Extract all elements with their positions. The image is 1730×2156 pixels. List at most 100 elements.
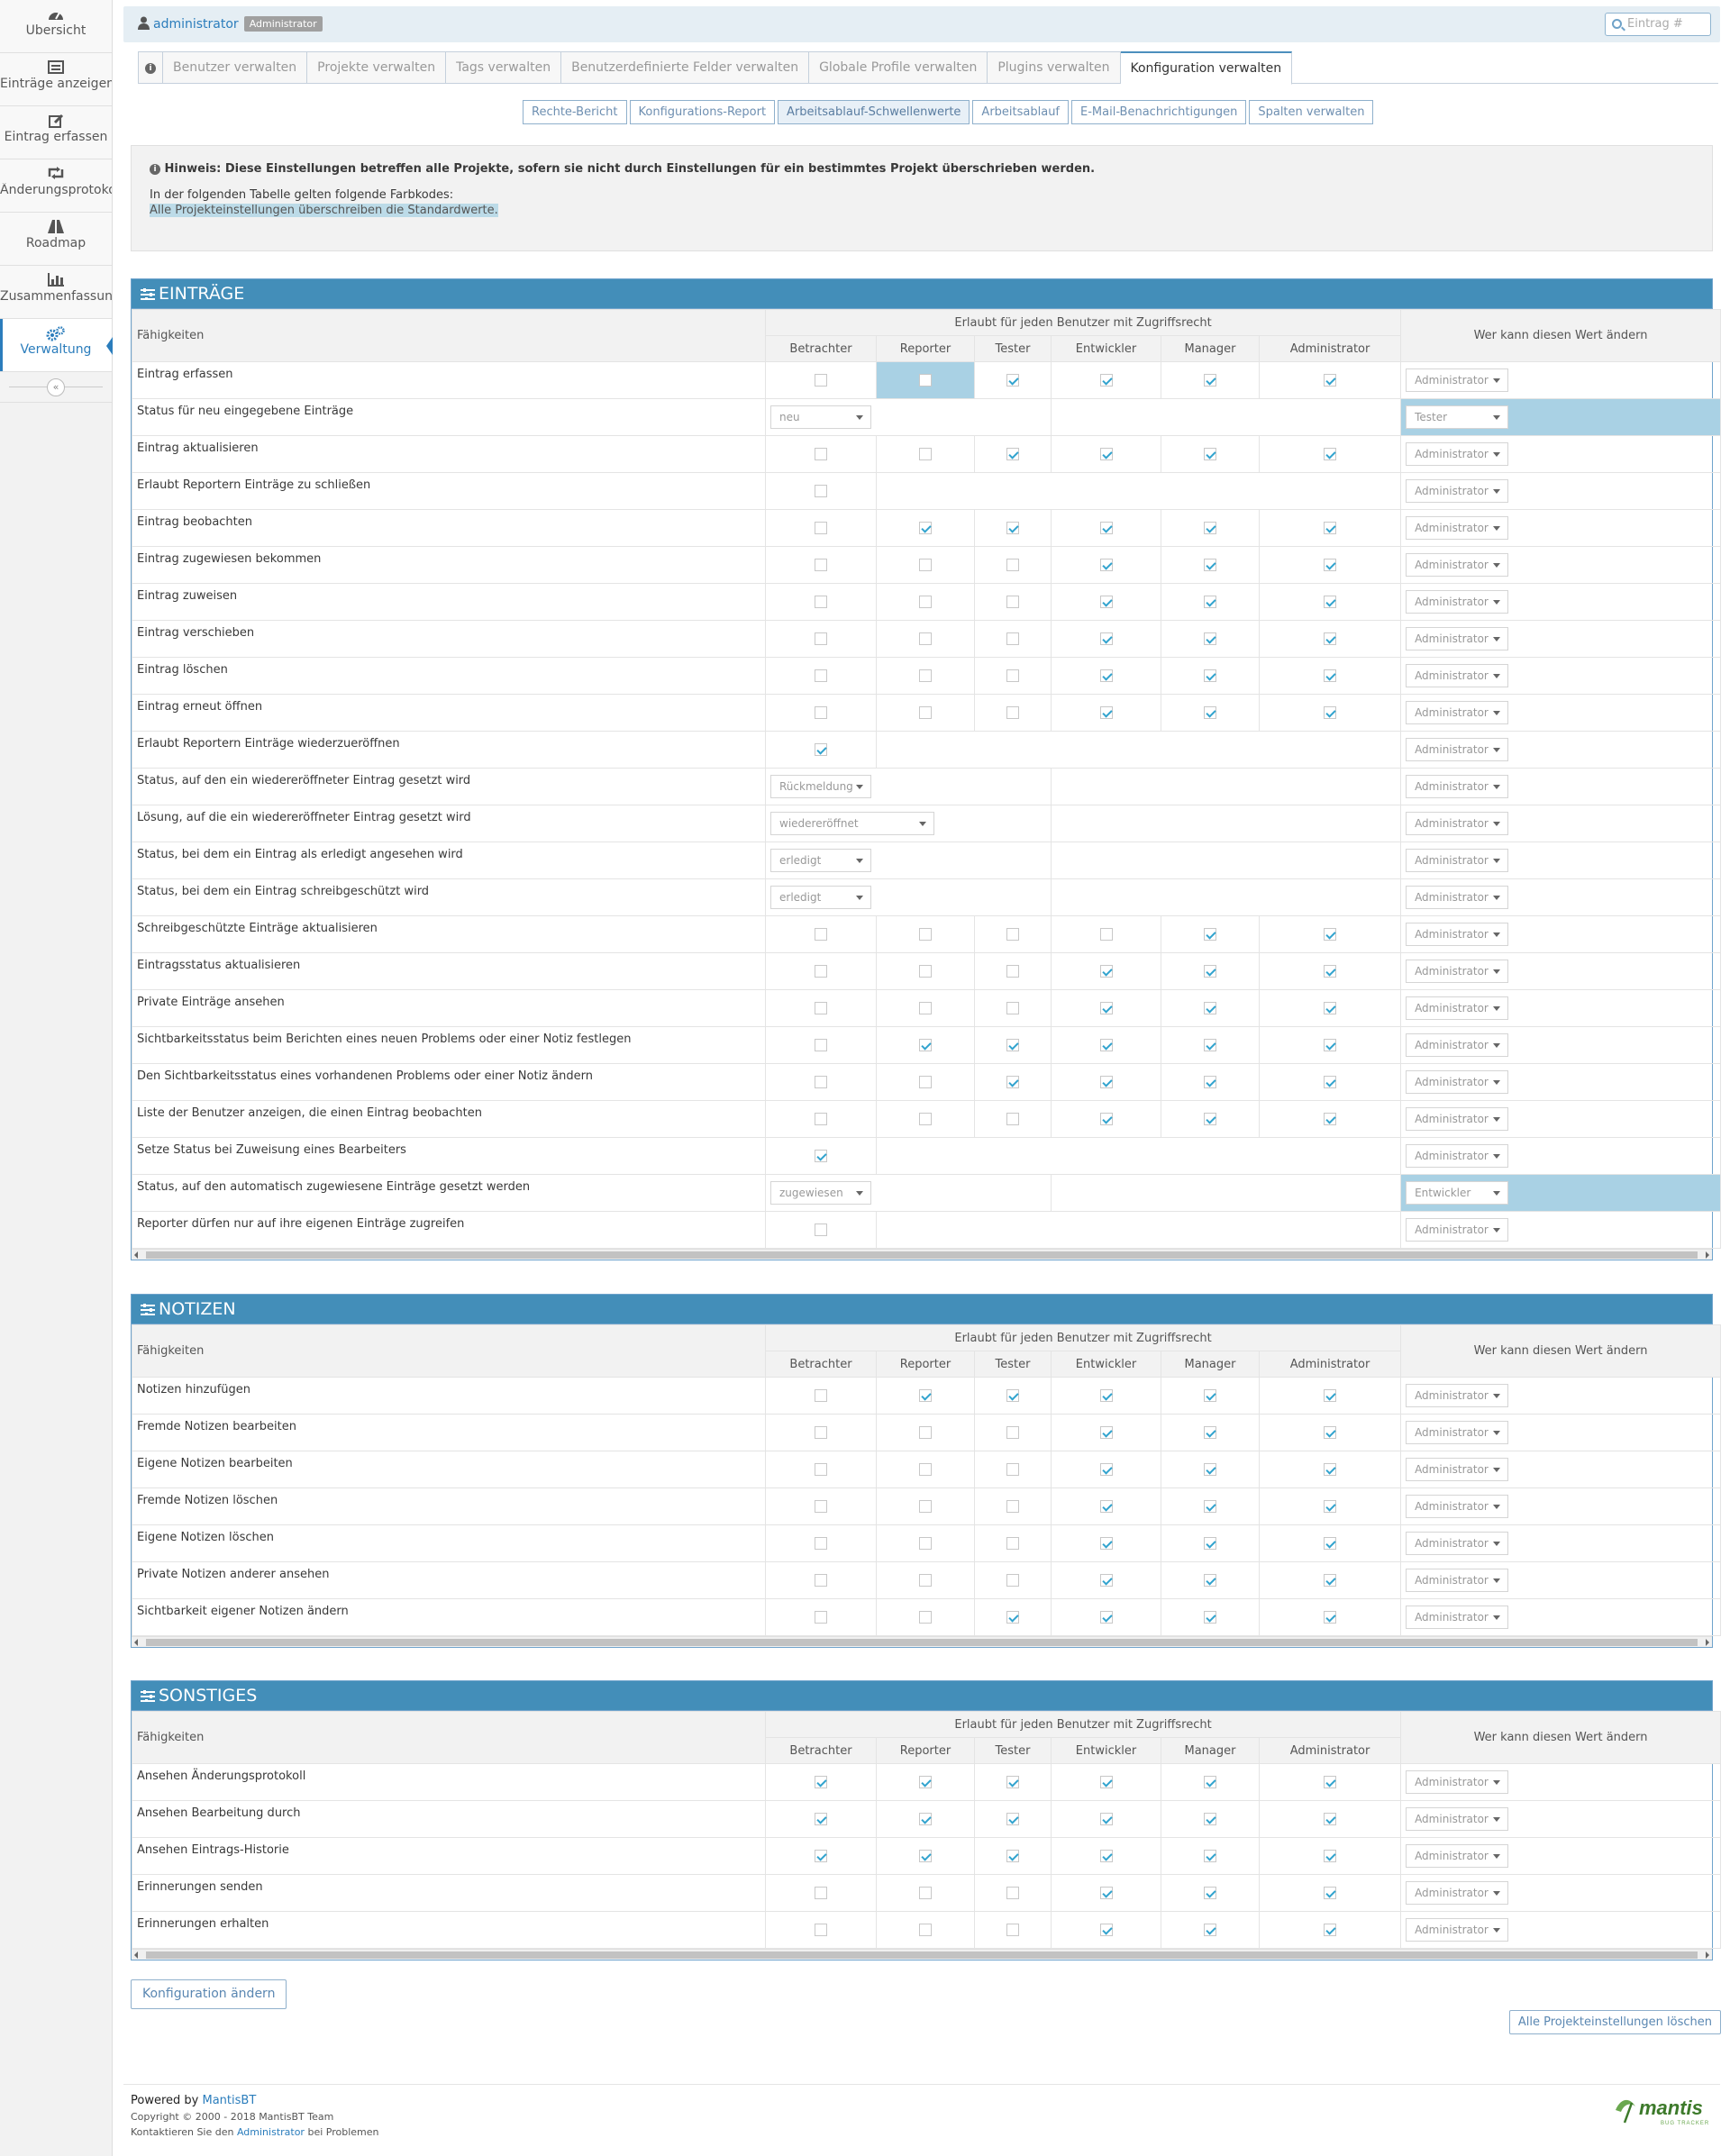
access-checkbox[interactable] <box>815 1776 827 1788</box>
sidebar-item-2[interactable]: Einträge anzeigen <box>0 53 112 106</box>
who-can-change-select[interactable]: Administrator <box>1406 886 1509 909</box>
status-select[interactable]: wiedereröffnet <box>770 812 934 835</box>
access-checkbox[interactable] <box>919 1850 932 1862</box>
access-checkbox[interactable] <box>1204 1776 1216 1788</box>
scroll-thumb[interactable] <box>146 1951 1698 1959</box>
access-checkbox[interactable] <box>1006 1537 1019 1550</box>
who-can-change-select[interactable]: Administrator <box>1406 738 1509 761</box>
access-checkbox[interactable] <box>1006 1611 1019 1624</box>
who-can-change-select[interactable]: Administrator <box>1406 1384 1509 1407</box>
access-checkbox[interactable] <box>1204 1574 1216 1587</box>
access-checkbox[interactable] <box>919 632 932 645</box>
access-checkbox[interactable] <box>1006 522 1019 534</box>
access-checkbox[interactable] <box>919 1426 932 1439</box>
tab-2[interactable]: Projekte verwalten <box>307 51 447 84</box>
access-checkbox[interactable] <box>1324 632 1337 645</box>
access-checkbox[interactable] <box>1099 706 1113 719</box>
who-can-change-select[interactable]: Administrator <box>1406 960 1509 983</box>
access-checkbox[interactable] <box>1099 1500 1113 1513</box>
access-checkbox[interactable] <box>1204 1537 1216 1550</box>
access-checkbox[interactable] <box>1006 1924 1019 1936</box>
access-checkbox[interactable] <box>1099 965 1113 978</box>
access-checkbox[interactable] <box>1099 522 1113 534</box>
who-can-change-select[interactable]: Administrator <box>1406 1881 1509 1905</box>
access-checkbox[interactable] <box>1324 1776 1337 1788</box>
access-checkbox[interactable] <box>1324 1039 1337 1051</box>
access-checkbox[interactable] <box>1204 1002 1216 1014</box>
who-can-change-select[interactable]: Administrator <box>1406 812 1509 835</box>
access-checkbox[interactable] <box>919 928 932 941</box>
access-checkbox[interactable] <box>1324 448 1337 460</box>
tab-3[interactable]: Tags verwalten <box>446 51 562 84</box>
access-checkbox[interactable] <box>1006 1850 1019 1862</box>
access-checkbox[interactable] <box>919 1463 932 1476</box>
tab-1[interactable]: Benutzer verwalten <box>163 51 308 84</box>
access-checkbox[interactable] <box>1204 928 1216 941</box>
access-checkbox[interactable] <box>919 1039 932 1051</box>
access-checkbox[interactable] <box>1324 1887 1337 1899</box>
sidebar-item-1[interactable]: Übersicht <box>0 0 112 53</box>
scroll-left-icon[interactable] <box>134 1639 138 1646</box>
access-checkbox[interactable] <box>1324 669 1337 682</box>
access-checkbox[interactable] <box>1006 632 1019 645</box>
who-can-change-select[interactable]: Administrator <box>1406 553 1509 577</box>
access-checkbox[interactable] <box>815 559 827 571</box>
status-select[interactable]: Rückmeldung <box>770 775 871 798</box>
who-can-change-select[interactable]: Administrator <box>1406 516 1509 540</box>
who-can-change-select[interactable]: Administrator <box>1406 1070 1509 1094</box>
who-can-change-select[interactable]: Administrator <box>1406 1458 1509 1481</box>
access-checkbox[interactable] <box>1006 1002 1019 1014</box>
scroll-right-icon[interactable] <box>1706 1251 1709 1259</box>
access-checkbox[interactable] <box>815 596 827 608</box>
search-input[interactable]: Eintrag # <box>1605 13 1711 36</box>
access-checkbox[interactable] <box>1006 1813 1019 1825</box>
access-checkbox[interactable] <box>815 1224 827 1236</box>
access-checkbox[interactable] <box>919 522 932 534</box>
access-checkbox[interactable] <box>919 1002 932 1014</box>
access-checkbox[interactable] <box>1324 1076 1337 1088</box>
access-checkbox[interactable] <box>815 1150 827 1162</box>
access-checkbox[interactable] <box>1324 1113 1337 1125</box>
access-checkbox[interactable] <box>815 1813 827 1825</box>
access-checkbox[interactable] <box>815 485 827 497</box>
who-can-change-select[interactable]: Administrator <box>1406 1606 1509 1629</box>
sidebar-item-4[interactable]: Änderungsprotokoll <box>0 159 112 213</box>
access-checkbox[interactable] <box>815 1039 827 1051</box>
access-checkbox[interactable] <box>1099 1463 1113 1476</box>
who-can-change-select[interactable]: Administrator <box>1406 1033 1509 1057</box>
access-checkbox[interactable] <box>1099 1813 1113 1825</box>
who-can-change-select[interactable]: Administrator <box>1406 775 1509 798</box>
scroll-left-icon[interactable] <box>134 1251 138 1259</box>
submit-config-button[interactable]: Konfiguration ändern <box>131 1979 287 2009</box>
access-checkbox[interactable] <box>1006 448 1019 460</box>
access-checkbox[interactable] <box>1324 1463 1337 1476</box>
who-can-change-select[interactable]: Administrator <box>1406 1218 1509 1242</box>
access-checkbox[interactable] <box>1324 928 1337 941</box>
who-can-change-select[interactable]: Administrator <box>1406 479 1509 503</box>
access-checkbox[interactable] <box>815 1002 827 1014</box>
access-checkbox[interactable] <box>1204 448 1216 460</box>
access-checkbox[interactable] <box>1204 374 1216 387</box>
username[interactable]: administrator <box>153 17 239 32</box>
access-checkbox[interactable] <box>1006 1500 1019 1513</box>
who-can-change-select[interactable]: Administrator <box>1406 1532 1509 1555</box>
access-checkbox[interactable] <box>1006 1426 1019 1439</box>
access-checkbox[interactable] <box>1204 1924 1216 1936</box>
access-checkbox[interactable] <box>815 632 827 645</box>
access-checkbox[interactable] <box>1204 1463 1216 1476</box>
scroll-right-icon[interactable] <box>1706 1951 1709 1959</box>
access-checkbox[interactable] <box>1006 706 1019 719</box>
access-checkbox[interactable] <box>1324 1850 1337 1862</box>
access-checkbox[interactable] <box>1006 1113 1019 1125</box>
access-checkbox[interactable] <box>919 706 932 719</box>
access-checkbox[interactable] <box>1204 965 1216 978</box>
access-checkbox[interactable] <box>1324 1537 1337 1550</box>
access-checkbox[interactable] <box>1204 522 1216 534</box>
access-checkbox[interactable] <box>815 743 827 756</box>
access-checkbox[interactable] <box>1204 1076 1216 1088</box>
access-checkbox[interactable] <box>1324 522 1337 534</box>
access-checkbox[interactable] <box>1204 1113 1216 1125</box>
access-checkbox[interactable] <box>815 1426 827 1439</box>
access-checkbox[interactable] <box>1204 559 1216 571</box>
access-checkbox[interactable] <box>919 1776 932 1788</box>
